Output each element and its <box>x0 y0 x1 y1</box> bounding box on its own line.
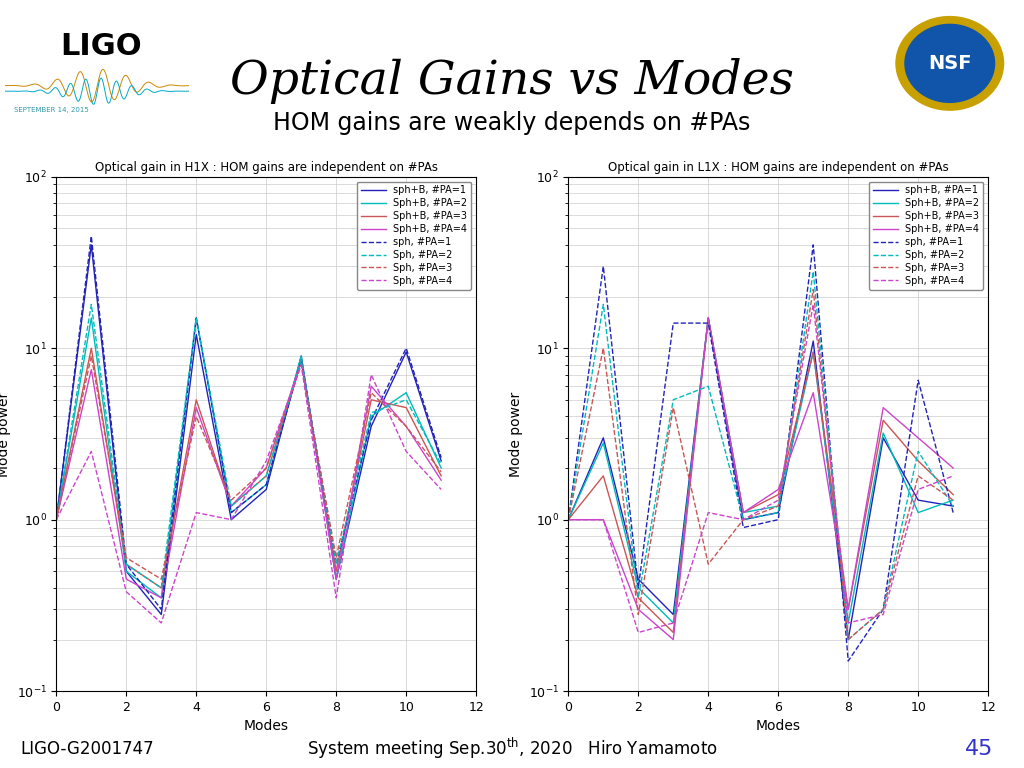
Legend: sph+B, #PA=1, Sph+B, #PA=2, Sph+B, #PA=3, Sph+B, #PA=4, sph, #PA=1, Sph, #PA=2, : sph+B, #PA=1, Sph+B, #PA=2, Sph+B, #PA=3… <box>357 181 471 290</box>
Text: System meeting Sep.30$^{\rm th}$, 2020   Hiro Yamamoto: System meeting Sep.30$^{\rm th}$, 2020 H… <box>306 737 718 761</box>
Legend: sph+B, #PA=1, Sph+B, #PA=2, Sph+B, #PA=3, Sph+B, #PA=4, sph, #PA=1, Sph, #PA=2, : sph+B, #PA=1, Sph+B, #PA=2, Sph+B, #PA=3… <box>869 181 983 290</box>
Text: 45: 45 <box>965 739 993 759</box>
Text: Optical Gains vs Modes: Optical Gains vs Modes <box>230 58 794 104</box>
Title: Optical gain in H1X : HOM gains are independent on #PAs: Optical gain in H1X : HOM gains are inde… <box>95 161 437 174</box>
Circle shape <box>905 25 994 102</box>
X-axis label: Modes: Modes <box>244 720 289 733</box>
X-axis label: Modes: Modes <box>756 720 801 733</box>
Text: HOM gains are weakly depends on #PAs: HOM gains are weakly depends on #PAs <box>273 111 751 135</box>
Text: LIGO: LIGO <box>60 32 142 61</box>
Text: SEPTEMBER 14, 2015: SEPTEMBER 14, 2015 <box>14 107 89 113</box>
Title: Optical gain in L1X : HOM gains are independent on #PAs: Optical gain in L1X : HOM gains are inde… <box>608 161 948 174</box>
Y-axis label: Mode power: Mode power <box>509 391 523 477</box>
Circle shape <box>896 17 1004 110</box>
Text: NSF: NSF <box>928 54 972 73</box>
Y-axis label: Mode power: Mode power <box>0 391 11 477</box>
Text: LIGO-G2001747: LIGO-G2001747 <box>20 740 154 758</box>
